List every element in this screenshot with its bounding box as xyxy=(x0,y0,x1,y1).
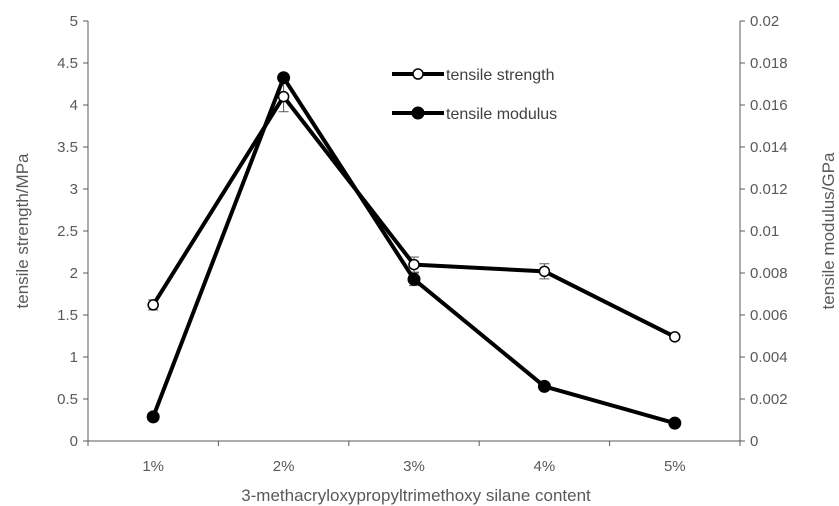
x-axis-tick-label: 3% xyxy=(403,458,425,475)
right-axis-tick-label: 0 xyxy=(750,433,758,450)
data-point xyxy=(277,90,290,103)
left-axis-tick-label: 5 xyxy=(70,13,78,30)
x-axis-ticks: 1% 2% 3% 4% 5% xyxy=(87,441,741,475)
right-axis-tick-label: 0.014 xyxy=(750,139,788,156)
data-point xyxy=(147,299,159,311)
data-point xyxy=(146,410,160,424)
x-axis-tick-label: 2% xyxy=(273,458,295,475)
x-axis-title: 3-methacryloxypropyltrimethoxy silane co… xyxy=(241,486,591,505)
right-axis-title: tensile modulus/GPa xyxy=(819,152,838,309)
data-point xyxy=(668,416,682,430)
right-axis-tick-label: 0.02 xyxy=(750,13,779,30)
left-axis-tick-label: 1 xyxy=(70,349,78,366)
left-axis-tick-label: 3.5 xyxy=(57,139,78,156)
series-line xyxy=(151,75,676,426)
legend: tensile strength tensile modulus xyxy=(392,67,557,123)
left-axis-tick-label: 0.5 xyxy=(57,391,78,408)
left-axis-tick-label: 4 xyxy=(70,97,78,114)
legend-label-tensile-modulus: tensile modulus xyxy=(446,106,557,123)
right-axis-ticks: 0 0.002 0.004 0.006 0.008 0.01 0.012 0.014 0.016… xyxy=(740,13,788,450)
right-axis-tick-label: 0.012 xyxy=(750,181,788,198)
left-axis-ticks: 0 0.5 1 1.5 2 2.5 3 3.5 4 4.5 5 xyxy=(57,13,88,450)
right-axis-tick-label: 0.016 xyxy=(750,97,788,114)
series-tensile-strength xyxy=(147,80,681,343)
left-axis-tick-label: 2 xyxy=(70,265,78,282)
series-tensile-modulus xyxy=(146,71,682,430)
data-point xyxy=(277,71,291,85)
series-layer xyxy=(146,71,682,430)
right-axis-tick-label: 0.01 xyxy=(750,223,779,240)
x-axis-tick-label: 5% xyxy=(664,458,686,475)
left-axis-title: tensile strength/MPa xyxy=(13,153,32,309)
right-axis-tick-label: 0.002 xyxy=(750,391,788,408)
left-axis-tick-label: 2.5 xyxy=(57,223,78,240)
legend-marker-tensile-modulus xyxy=(411,106,425,120)
left-axis-tick-label: 4.5 xyxy=(57,55,78,72)
data-point xyxy=(408,258,420,271)
data-point xyxy=(537,379,551,393)
left-axis-tick-label: 3 xyxy=(70,181,78,198)
x-axis-tick-label: 4% xyxy=(534,458,556,475)
right-axis-tick-label: 0.006 xyxy=(750,307,788,324)
x-axis-tick-label: 1% xyxy=(142,458,164,475)
right-axis-tick-label: 0.018 xyxy=(750,55,788,72)
right-axis-tick-label: 0.008 xyxy=(750,265,788,282)
left-axis-tick-label: 1.5 xyxy=(57,307,78,324)
data-point xyxy=(669,331,681,343)
legend-marker-tensile-strength xyxy=(412,68,424,80)
legend-label-tensile-strength: tensile strength xyxy=(446,67,555,84)
data-point xyxy=(407,272,421,286)
data-point xyxy=(538,265,551,278)
left-axis-tick-label: 0 xyxy=(70,433,78,450)
right-axis-tick-label: 0.004 xyxy=(750,349,788,366)
